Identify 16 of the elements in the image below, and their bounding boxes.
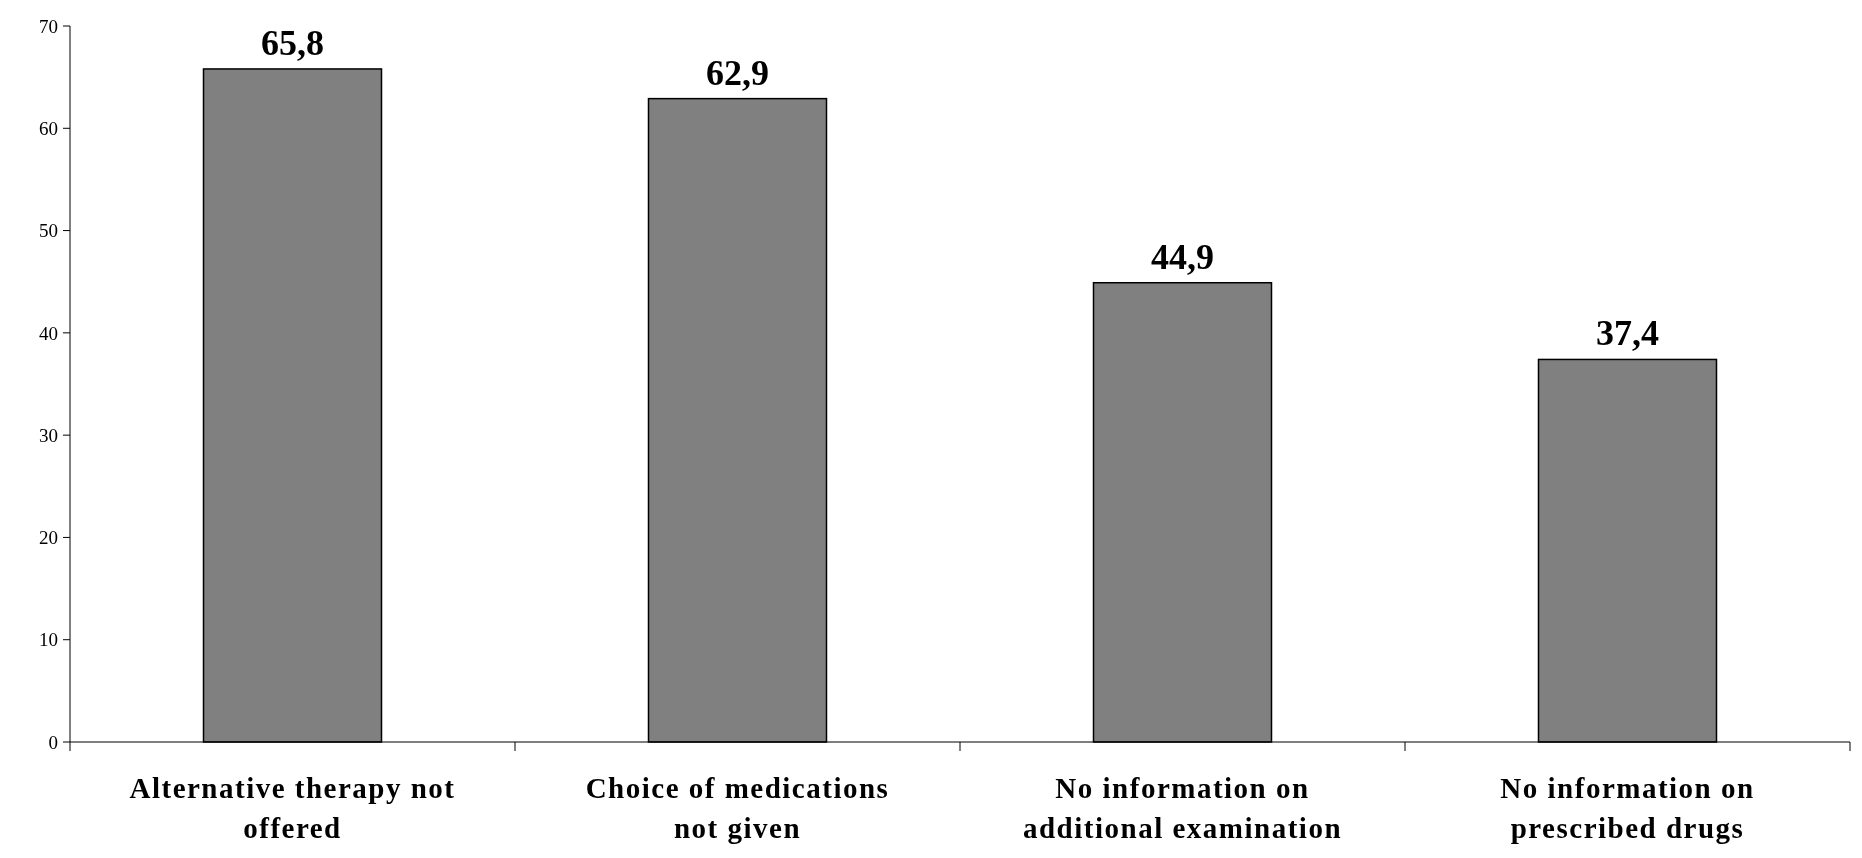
y-tick-label: 30 [39,424,58,446]
data-label: 65,8 [261,22,324,63]
y-tick-label: 0 [48,731,58,753]
y-tick-label: 10 [39,629,58,651]
y-tick-label: 20 [39,527,58,549]
x-tick-label: No information on additional examination [1022,772,1343,844]
data-label: 37,4 [1596,313,1659,354]
x-tick-label: Choice of medications not given [585,772,890,844]
x-tick-label: Alternative therapy not offered [129,772,456,844]
x-tick-label: No information on prescribed drugs [1500,772,1755,844]
y-tick-label: 50 [39,220,58,242]
y-tick-label: 70 [39,15,58,37]
data-label: 44,9 [1151,236,1214,277]
data-label: 62,9 [706,52,769,93]
y-tick-label: 40 [39,322,58,344]
y-tick-label: 60 [39,117,58,139]
